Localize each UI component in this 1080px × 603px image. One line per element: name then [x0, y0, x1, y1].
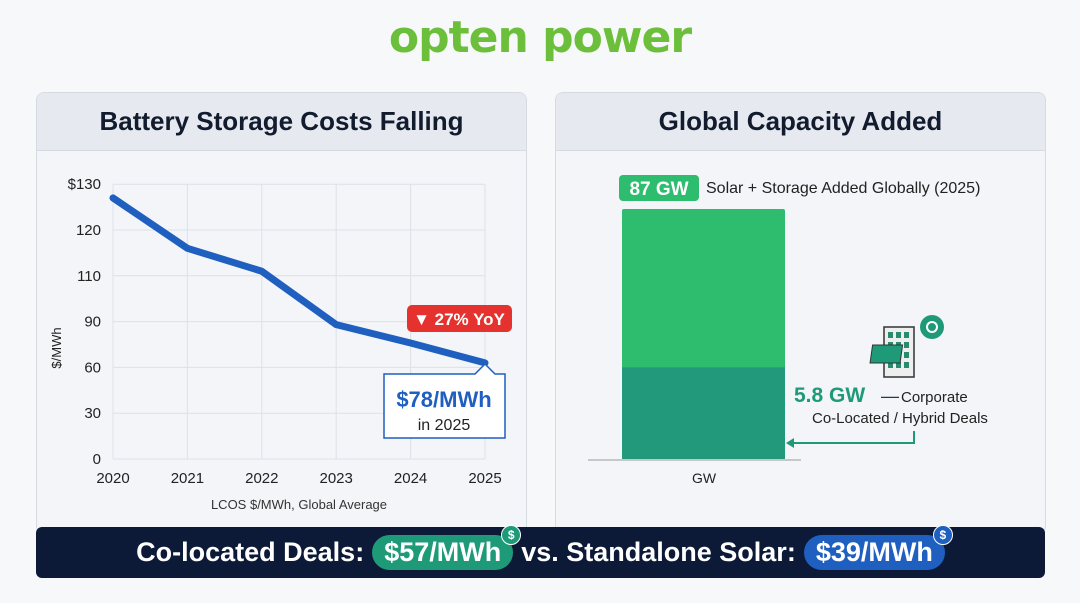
window [904, 332, 909, 338]
bar-colocated [622, 367, 785, 459]
standalone-price: $39/MWh [815, 537, 933, 567]
callout-value: $78/MWh [396, 387, 491, 412]
card-title: Global Capacity Added [556, 93, 1045, 151]
x-tick-label: 2023 [320, 470, 353, 487]
card-title: Battery Storage Costs Falling [37, 93, 526, 151]
standalone-price-pill: $39/MWh $ [803, 525, 953, 570]
dollar-coin-icon: $ [501, 525, 522, 545]
price-callout [383, 362, 506, 439]
pointer-arrow [792, 431, 915, 444]
y-tick-label: 110 [77, 268, 101, 285]
x-tick-label: 2022 [245, 470, 278, 487]
y-tick-label: $130 [68, 176, 101, 193]
y-axis-label: $/MWh [49, 327, 64, 368]
y-tick-label: 60 [84, 359, 101, 376]
yoy-badge [407, 305, 512, 332]
window [896, 362, 901, 368]
x-tick-label: 2025 [468, 470, 501, 487]
colocated-label-1: Corporate [901, 389, 968, 406]
y-tick-label: 90 [84, 314, 101, 331]
y-tick-label: 120 [76, 222, 101, 239]
total-caption: Solar + Storage Added Globally (2025) [706, 180, 980, 197]
total-badge [619, 175, 699, 201]
x-tick-label: 2021 [171, 470, 204, 487]
callout-sub: in 2025 [418, 417, 471, 434]
x-tick-label: GW [692, 470, 717, 486]
comparison-banner: Co-located Deals: $57/MWh $ vs. Standalon… [36, 525, 1045, 578]
colocated-price: $57/MWh [384, 537, 502, 567]
total-badge-text: 87 GW [629, 179, 688, 200]
window [888, 362, 893, 368]
yoy-badge-text: ▼ 27% YoY [413, 310, 505, 329]
dash: — [881, 386, 899, 406]
battery-cost-card: Battery Storage Costs Falling 2020 2021 20… [36, 92, 527, 534]
arrow-head-icon [786, 438, 794, 448]
colocated-value: 5.8 GW [794, 384, 865, 407]
colocated-label-2: Co-Located / Hybrid Deals [812, 410, 988, 427]
x-axis-label: LCOS $/MWh, Global Average [211, 497, 387, 512]
window [904, 352, 909, 358]
building-solar-icon [869, 315, 944, 378]
bar-chart: GW 87 GW Solar + Storage Added Globally (2… [588, 175, 988, 486]
y-tick-label: 30 [84, 405, 101, 422]
cost-line [109, 194, 489, 367]
banner-label-1: Co-located Deals: [136, 537, 365, 567]
banner-label-2: vs. Standalone Solar: [521, 537, 796, 567]
logo: opten power [388, 12, 692, 63]
y-tick-label: 0 [93, 451, 101, 468]
window [888, 332, 893, 338]
sun-core [926, 321, 938, 333]
x-tick-label: 2024 [394, 470, 427, 487]
sun-icon [920, 315, 944, 339]
capacity-card: Global Capacity Added GW 87 GW Solar + Sto… [555, 92, 1046, 534]
window [896, 332, 901, 338]
solar-panel-icon [869, 344, 904, 364]
window [904, 362, 909, 368]
colocated-price-pill: $57/MWh $ [372, 525, 522, 570]
window [904, 342, 909, 348]
x-tick-label: 2020 [96, 470, 129, 487]
dollar-coin-icon: $ [932, 525, 953, 545]
line-chart: 2020 2021 2022 2023 2024 2025 0 30 60 90 110 120 $13… [49, 176, 512, 512]
